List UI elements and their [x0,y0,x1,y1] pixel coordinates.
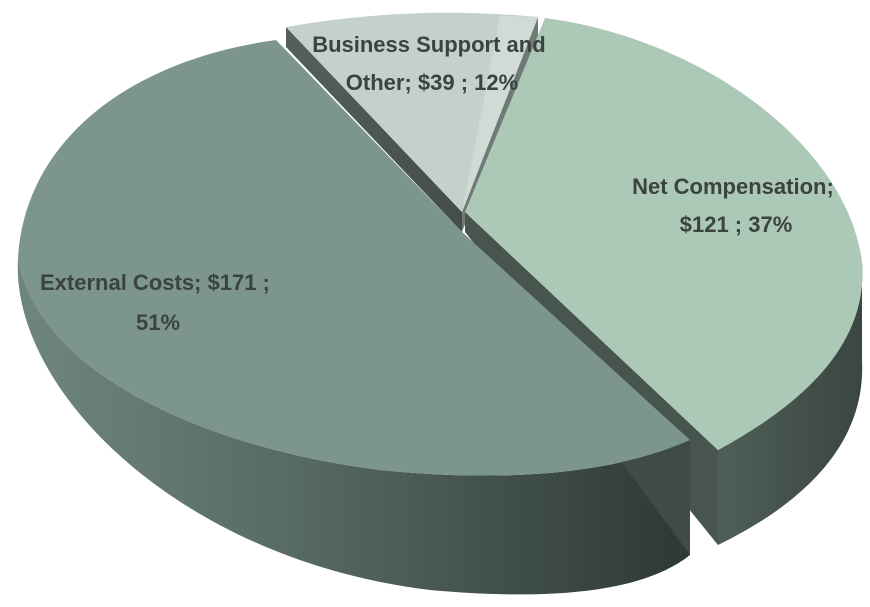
data-label-net-compensation: Net Compensation; $121 ; 37% [632,174,840,237]
data-label-external-costs-line1: External Costs; $171 ; [40,270,270,295]
data-label-business-support-and-other-line1: Business Support and [312,32,545,57]
data-label-net-compensation-line1: Net Compensation; [632,174,834,199]
pie-slice-external-costs [17,40,691,595]
pie-slice-net-compensation-side [718,262,863,545]
data-label-external-costs: External Costs; $171 ; 51% [40,270,276,335]
data-label-external-costs-line2: 51% [136,310,180,335]
pie-slice-net-compensation-top [465,18,863,450]
pie-slice-business-support-and-other-side [286,27,462,232]
data-label-business-support-and-other-line2: Other; $39 ; 12% [346,70,518,95]
data-label-business-support-and-other: Business Support and Other; $39 ; 12% [312,32,552,95]
pie-slice-external-costs-side [17,258,691,595]
pie-slice-external-costs-top [18,40,690,476]
pie-slice-business-support-and-other [286,12,538,232]
data-label-net-compensation-line2: $121 ; 37% [680,212,793,237]
pie-slice-business-support-and-other-facet [462,16,538,212]
